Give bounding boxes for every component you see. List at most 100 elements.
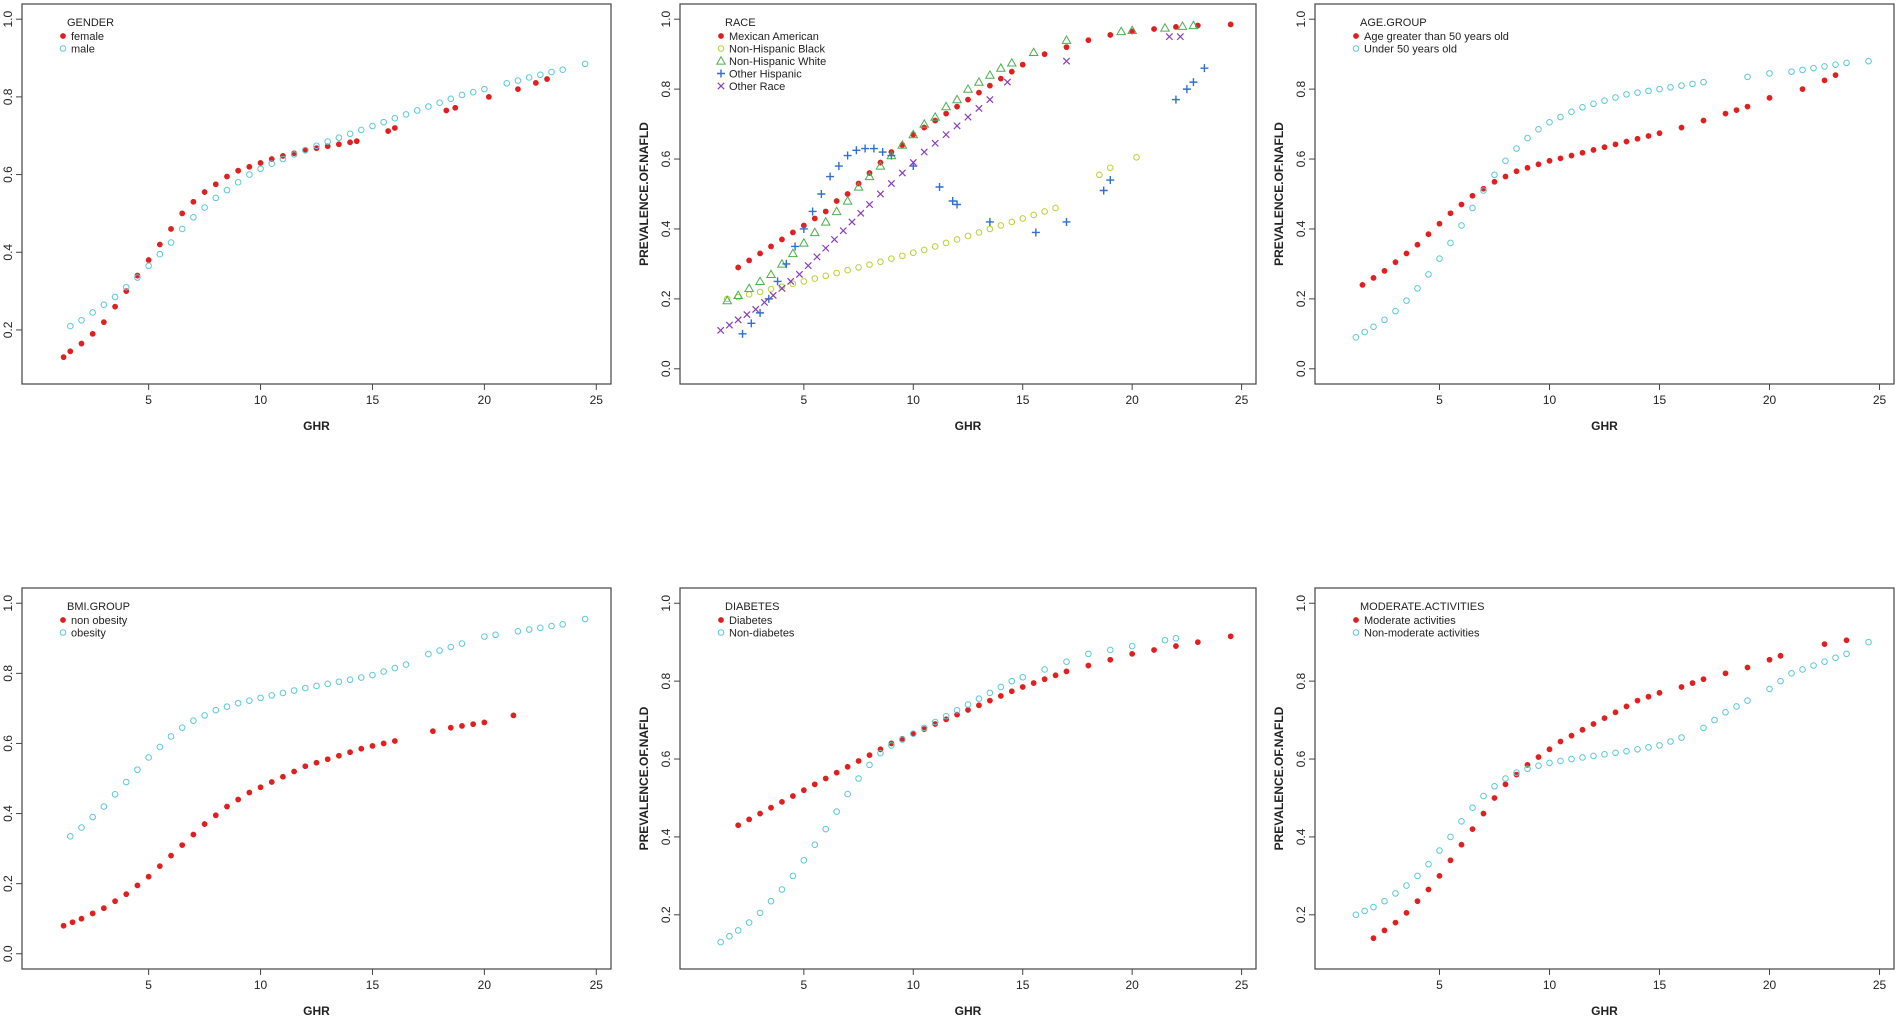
data-point xyxy=(190,214,197,221)
data-point xyxy=(1414,285,1421,292)
data-point xyxy=(1821,658,1828,665)
data-point xyxy=(842,195,853,205)
y-tick-label: 0.8 xyxy=(659,80,673,97)
data-point xyxy=(1821,641,1828,648)
data-point xyxy=(1832,654,1839,662)
data-point xyxy=(743,310,751,319)
legend-marker xyxy=(1353,617,1359,623)
y-axis-label: PREVALENCE.OF.NAFLD xyxy=(1272,122,1286,266)
data-point xyxy=(78,824,85,831)
data-point xyxy=(857,209,865,217)
data-point xyxy=(1502,781,1509,788)
data-point xyxy=(335,134,343,141)
data-point xyxy=(834,162,843,171)
data-point xyxy=(1425,886,1432,893)
data-point xyxy=(60,354,67,361)
data-point xyxy=(111,790,119,798)
data-point xyxy=(833,808,840,815)
data-point xyxy=(831,206,842,216)
data-point xyxy=(888,255,895,262)
data-point xyxy=(954,103,960,110)
data-point xyxy=(1733,703,1740,710)
data-point xyxy=(1513,145,1520,152)
data-point xyxy=(212,194,220,202)
y-tick-label: 0.0 xyxy=(1294,360,1308,377)
data-point xyxy=(302,146,309,154)
plot-frame xyxy=(21,3,612,385)
data-point xyxy=(402,111,410,118)
data-point xyxy=(268,156,275,162)
data-point xyxy=(839,227,847,235)
data-point xyxy=(413,107,421,114)
series-age-greater-than-50-years-old xyxy=(1359,72,1839,288)
data-point xyxy=(459,723,465,729)
legend-entry: Under 50 years old xyxy=(1364,44,1457,56)
data-point xyxy=(510,712,517,719)
data-point xyxy=(747,319,756,328)
data-point xyxy=(89,813,96,821)
data-point xyxy=(1085,662,1092,669)
data-point xyxy=(1392,919,1399,926)
data-point xyxy=(78,340,85,347)
data-point xyxy=(897,139,908,149)
data-point xyxy=(725,321,734,329)
data-point xyxy=(997,75,1004,82)
data-point xyxy=(1612,749,1619,757)
data-point xyxy=(1458,222,1465,229)
series-diabetes xyxy=(735,633,1234,829)
data-point xyxy=(1524,164,1531,171)
data-point xyxy=(746,816,753,823)
y-tick-label: 0.8 xyxy=(1294,672,1308,689)
data-point xyxy=(931,243,939,250)
data-point xyxy=(1361,907,1368,915)
data-point xyxy=(235,796,242,803)
data-point xyxy=(1188,20,1199,30)
y-tick-label: 0.2 xyxy=(1,875,15,892)
x-tick-label: 10 xyxy=(254,393,268,407)
data-point xyxy=(1524,765,1531,773)
data-point xyxy=(1557,757,1564,765)
data-point xyxy=(942,712,950,720)
data-point xyxy=(324,756,331,763)
data-point xyxy=(1414,898,1421,905)
data-point xyxy=(1491,795,1498,801)
data-point xyxy=(257,694,264,702)
data-point xyxy=(782,259,791,268)
data-point xyxy=(1722,670,1729,677)
data-point xyxy=(1777,652,1784,659)
y-tick-label: 0.4 xyxy=(659,828,673,845)
y-tick-label: 0.0 xyxy=(1,945,15,962)
data-point xyxy=(391,114,399,122)
data-point xyxy=(1711,716,1718,724)
data-point xyxy=(1107,656,1114,663)
data-point xyxy=(224,803,230,810)
x-tick-label: 25 xyxy=(1873,978,1887,992)
data-point xyxy=(975,104,983,112)
data-point xyxy=(134,882,141,889)
data-point xyxy=(156,863,163,870)
y-tick-label: 1.0 xyxy=(659,11,673,28)
data-point xyxy=(888,742,895,749)
data-point xyxy=(234,699,242,707)
data-point xyxy=(1019,215,1027,222)
data-point xyxy=(1030,211,1037,219)
data-point xyxy=(1623,138,1630,145)
data-point xyxy=(1513,769,1520,776)
legend-entry: Non-moderate activities xyxy=(1364,628,1480,640)
data-point xyxy=(820,216,831,226)
data-point xyxy=(1030,680,1037,686)
data-point xyxy=(257,160,264,166)
data-point xyxy=(257,784,264,791)
data-point xyxy=(1634,745,1641,753)
data-point xyxy=(145,873,152,880)
data-point xyxy=(1502,157,1509,165)
y-tick-label: 0.2 xyxy=(659,290,673,307)
data-point xyxy=(765,269,777,279)
data-point xyxy=(447,95,455,103)
data-point xyxy=(1689,80,1696,88)
data-point xyxy=(201,821,208,827)
data-point xyxy=(1568,732,1575,739)
data-point xyxy=(324,143,331,150)
data-point xyxy=(808,207,817,216)
y-tick-label: 0.6 xyxy=(1294,750,1308,767)
